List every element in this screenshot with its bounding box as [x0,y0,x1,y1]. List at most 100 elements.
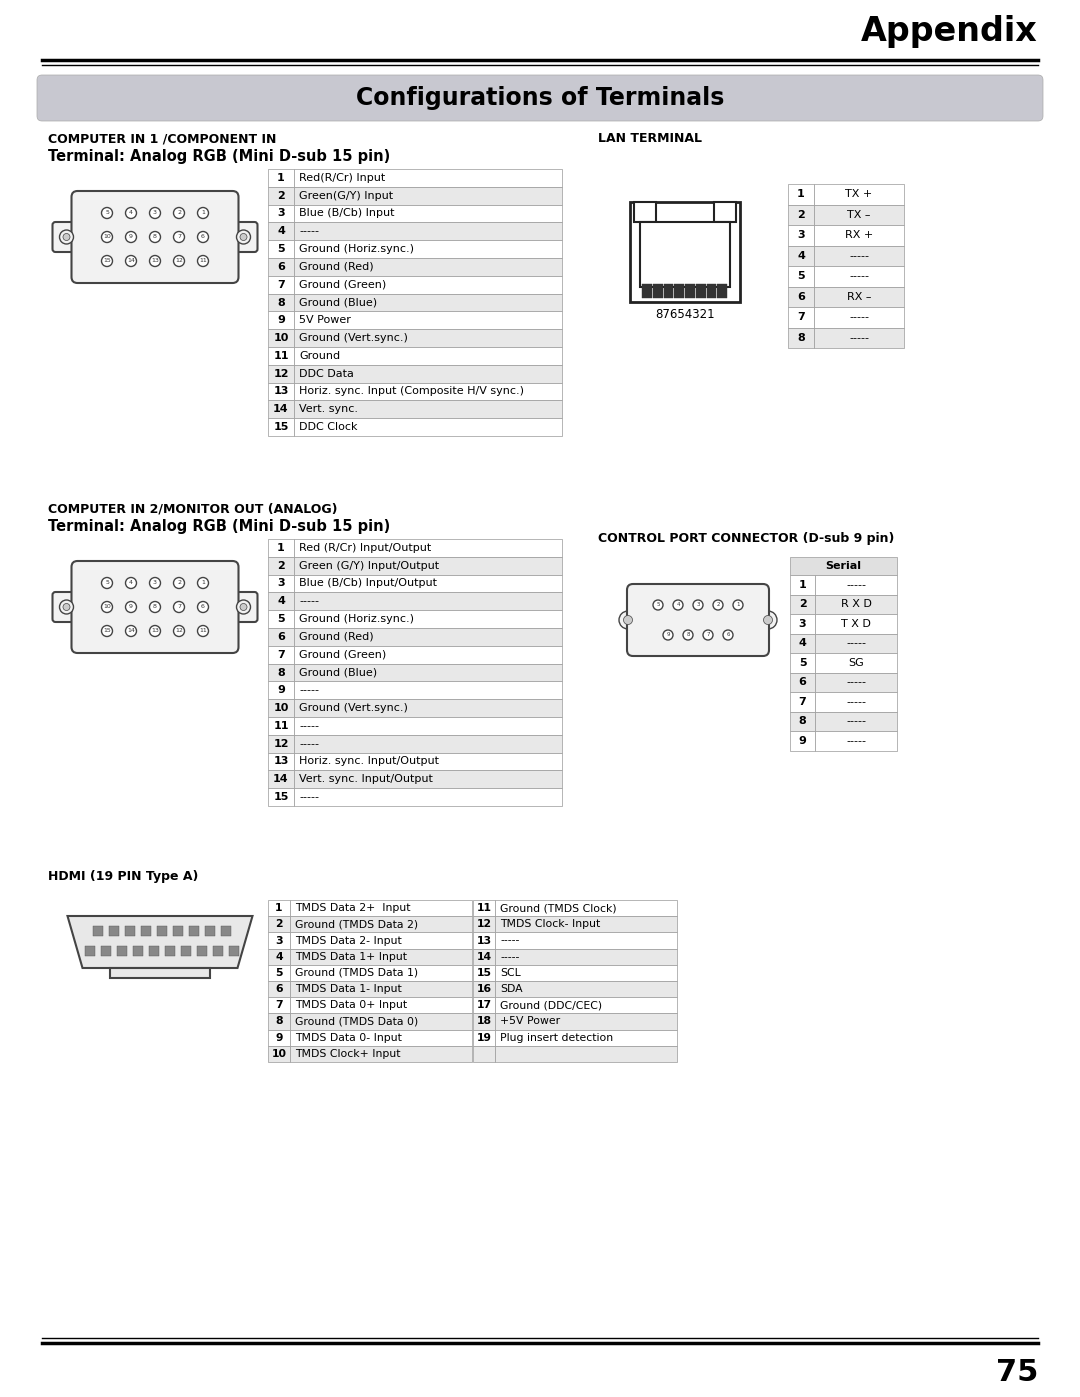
Bar [268,1030,291,1046]
Text: 1: 1 [278,543,285,553]
Text: Ground (Vert.sync.): Ground (Vert.sync.) [299,703,408,712]
Bar [789,557,897,576]
Bar [165,946,175,956]
Bar [102,946,111,956]
Text: 9: 9 [129,605,133,609]
Text: LAN TERMINAL: LAN TERMINAL [598,131,702,145]
Text: 11: 11 [273,351,288,360]
Bar [294,275,562,293]
Bar [788,286,814,307]
Bar [294,735,562,753]
Bar [213,946,222,956]
Bar [291,1013,472,1030]
Bar [125,926,135,936]
Bar [291,997,472,1013]
Text: Ground: Ground [299,351,340,360]
Text: TMDS Clock- Input: TMDS Clock- Input [500,919,600,929]
FancyBboxPatch shape [53,222,81,251]
Text: SDA: SDA [500,983,523,995]
Text: 19: 19 [476,1032,491,1042]
Text: +5V Power: +5V Power [500,1017,561,1027]
Bar [294,204,562,222]
Text: 7: 7 [278,279,285,289]
Circle shape [102,256,112,267]
Text: 3: 3 [275,936,283,946]
Bar [110,968,210,978]
Text: Vert. sync. Input/Output: Vert. sync. Input/Output [299,774,433,784]
Bar [268,645,294,664]
Bar [717,284,727,298]
Text: Horiz. sync. Input (Composite H/V sync.): Horiz. sync. Input (Composite H/V sync.) [299,387,524,397]
FancyBboxPatch shape [53,592,81,622]
Text: 13: 13 [273,757,288,767]
Bar [268,916,291,932]
Text: 6: 6 [278,631,285,641]
Circle shape [174,602,185,612]
Bar [294,383,562,401]
Bar [473,965,495,981]
Bar [652,284,662,298]
Text: Blue (B/Cb) Input: Blue (B/Cb) Input [299,208,394,218]
Bar [788,327,814,348]
Bar [789,731,815,750]
Text: 6: 6 [797,292,805,302]
Text: 13: 13 [476,936,491,946]
Bar [788,225,814,246]
Bar [291,949,472,965]
Bar [634,203,656,222]
Bar [473,997,495,1013]
Bar [268,383,294,401]
Bar [268,187,294,204]
Text: Ground (Horiz.sync.): Ground (Horiz.sync.) [299,244,414,254]
Bar [789,692,815,711]
Text: 17: 17 [476,1000,491,1010]
Text: 9: 9 [798,736,807,746]
Text: 2: 2 [177,581,181,585]
Text: Terminal: Analog RGB (Mini D-sub 15 pin): Terminal: Analog RGB (Mini D-sub 15 pin) [48,520,390,534]
Bar [473,981,495,997]
Text: 13: 13 [151,258,159,264]
Text: 15: 15 [103,629,111,633]
Text: 11: 11 [476,902,491,914]
Circle shape [125,602,136,612]
Text: Blue (B/Cb) Input/Output: Blue (B/Cb) Input/Output [299,578,437,588]
Bar [294,610,562,629]
Bar [814,327,904,348]
Bar [268,169,294,187]
Bar [291,932,472,949]
Text: 16: 16 [476,983,491,995]
Circle shape [59,231,73,244]
Bar [268,997,291,1013]
Bar [294,664,562,682]
Bar [294,312,562,330]
Text: Green (G/Y) Input/Output: Green (G/Y) Input/Output [299,560,440,571]
Circle shape [713,599,723,610]
Bar [696,284,705,298]
Bar [93,926,103,936]
Text: SCL: SCL [500,968,521,978]
Text: COMPUTER IN 1 /COMPONENT IN: COMPUTER IN 1 /COMPONENT IN [48,131,276,145]
Text: 8: 8 [153,235,157,239]
Bar [788,204,814,225]
Bar [294,717,562,735]
Text: 7: 7 [797,313,805,323]
Circle shape [723,630,733,640]
Bar [473,932,495,949]
Text: 7: 7 [798,697,807,707]
Text: 3: 3 [153,211,157,215]
Text: -----: ----- [299,721,319,731]
Circle shape [174,208,185,218]
Bar [789,615,815,633]
Bar [268,965,291,981]
Bar [642,284,651,298]
Bar [109,926,119,936]
Text: R X D: R X D [840,599,872,609]
Text: 2: 2 [798,599,807,609]
Circle shape [102,626,112,637]
Bar [133,946,143,956]
Text: 9: 9 [278,686,285,696]
Text: SG: SG [848,658,864,668]
Bar [640,222,730,286]
Bar [495,949,677,965]
Bar [268,900,291,916]
